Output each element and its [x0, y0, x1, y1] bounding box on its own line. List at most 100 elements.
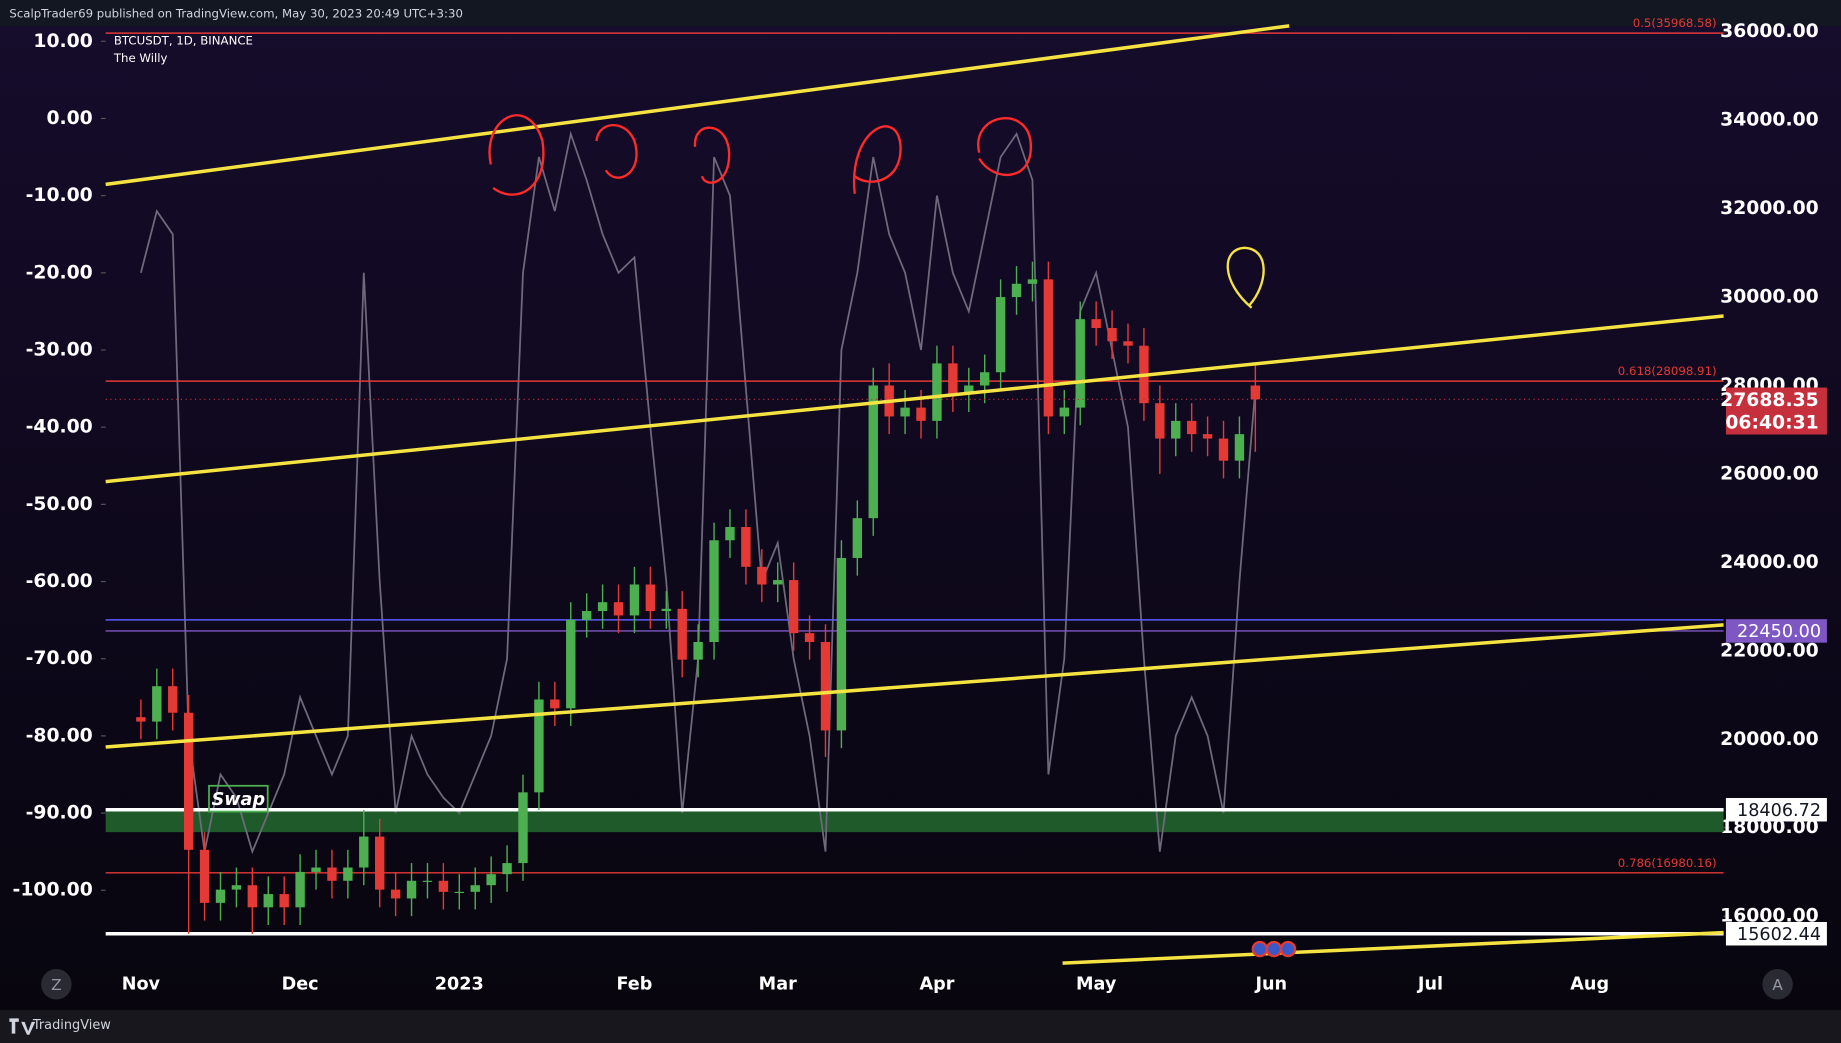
candle-body: [677, 608, 687, 660]
level-label: 0.618(28098.91): [1618, 364, 1717, 378]
candle-body: [215, 889, 226, 903]
candle-body: [263, 894, 273, 908]
candle-body: [916, 407, 926, 421]
x-tick-label: Dec: [282, 974, 319, 994]
y-tick-label: 34000.00: [1720, 110, 1819, 131]
zoom-button[interactable]: [41, 969, 72, 1000]
footer-brand: TradingView: [32, 1018, 111, 1033]
trendline: [105, 314, 1724, 484]
candle-body: [645, 584, 656, 612]
candle-body: [613, 602, 624, 616]
zone: [105, 809, 1724, 833]
candle-body: [168, 686, 178, 713]
price-tag: [1725, 619, 1827, 643]
x-tick-label: Aug: [1570, 974, 1609, 994]
candle-body: [629, 584, 640, 616]
candle-body: [932, 363, 942, 421]
y-tick-label: 32000.00: [1720, 198, 1819, 219]
candle-body: [1202, 434, 1213, 439]
candle-body: [438, 880, 449, 892]
footer-bar: [0, 1010, 1841, 1043]
auto-button-label[interactable]: A: [1772, 976, 1783, 994]
y2-tick-label: -10.00: [26, 185, 93, 206]
y2-tick-label: -60.00: [26, 571, 93, 592]
price-tag: [1725, 797, 1827, 822]
candle-body: [311, 867, 321, 872]
y-tick-label: 24000.00: [1720, 552, 1819, 573]
candle-body: [757, 566, 767, 585]
y-tick-label: 18000.00: [1720, 817, 1819, 838]
circle-mark: [852, 125, 902, 194]
candle-body: [581, 611, 592, 620]
y-tick-label: 26000.00: [1720, 463, 1819, 484]
annotation-box: [208, 784, 269, 813]
candle-body: [247, 885, 258, 908]
candle-body: [1234, 434, 1245, 461]
circle-mark: [977, 117, 1033, 177]
candle-body: [502, 863, 512, 875]
candle-body: [661, 608, 671, 612]
candle-body: [868, 385, 878, 519]
candle-body: [359, 836, 369, 868]
candle-body: [852, 518, 863, 558]
x-tick-label: Apr: [919, 974, 954, 994]
y2-tick-label: -40.00: [26, 417, 93, 438]
candle-body: [454, 891, 465, 894]
candle-body: [518, 792, 528, 864]
candle-body: [1059, 407, 1070, 417]
candle-body: [183, 712, 194, 850]
candle-body: [152, 686, 162, 722]
x-tick-label: Nov: [122, 974, 161, 994]
y2-tick-label: -30.00: [26, 339, 93, 360]
trendline: [105, 24, 1290, 187]
trendline: [105, 623, 1724, 749]
logo: [9, 1018, 36, 1035]
candle-body: [788, 580, 799, 634]
candle-body: [1186, 420, 1197, 435]
plot: 16000.00 18000.00 20000.00 22000.00 24000.00…: [13, 16, 1827, 994]
candle-body: [1027, 279, 1038, 284]
zoom-button-label[interactable]: Z: [51, 976, 61, 994]
price-tag: [1725, 921, 1827, 946]
candle-body: [1218, 438, 1229, 461]
candle-body: [550, 699, 560, 709]
candle-body: [136, 717, 146, 722]
y-tick-label: 22000.00: [1720, 640, 1819, 661]
candle-body: [1107, 328, 1117, 342]
candle-body: [327, 867, 337, 881]
candle-body: [534, 699, 544, 793]
candle-body: [948, 363, 958, 395]
price-tag-label: 15602.44: [1737, 925, 1821, 945]
countdown-label: 06:40:31: [1725, 412, 1818, 433]
candle-body: [820, 641, 831, 731]
candle-body: [773, 580, 783, 585]
indicator-name: The Willy: [113, 51, 168, 65]
candle-body: [693, 641, 703, 660]
y2-tick-label: 10.00: [33, 31, 92, 52]
candle-body: [343, 867, 353, 881]
candle-body: [470, 885, 480, 892]
candle-body: [900, 407, 910, 417]
auto-button[interactable]: [1762, 969, 1793, 1000]
trendline: [1062, 930, 1724, 965]
y2-tick-label: -80.00: [26, 725, 93, 746]
x-tick-label: May: [1076, 974, 1117, 994]
candle-body: [725, 527, 735, 541]
candle-body: [741, 527, 751, 567]
candle-body: [1155, 403, 1165, 439]
candle-body: [1043, 279, 1054, 417]
candle-body: [709, 540, 719, 642]
circle-mark: [693, 126, 731, 184]
candle-body: [1171, 420, 1181, 439]
y2-tick-label: -50.00: [26, 494, 93, 515]
candle-body: [836, 557, 847, 731]
y-tick-label: 36000.00: [1720, 21, 1819, 42]
y-tick-label: 30000.00: [1720, 287, 1819, 308]
candle-body: [1091, 319, 1101, 329]
last-price-tag: [1725, 387, 1827, 435]
candle-body: [804, 633, 815, 642]
price-tag-label: 18406.72: [1737, 801, 1821, 821]
y2-tick-label: -90.00: [26, 803, 93, 824]
y-tick-label: 16000.00: [1720, 906, 1819, 927]
candle-body: [1075, 319, 1085, 408]
